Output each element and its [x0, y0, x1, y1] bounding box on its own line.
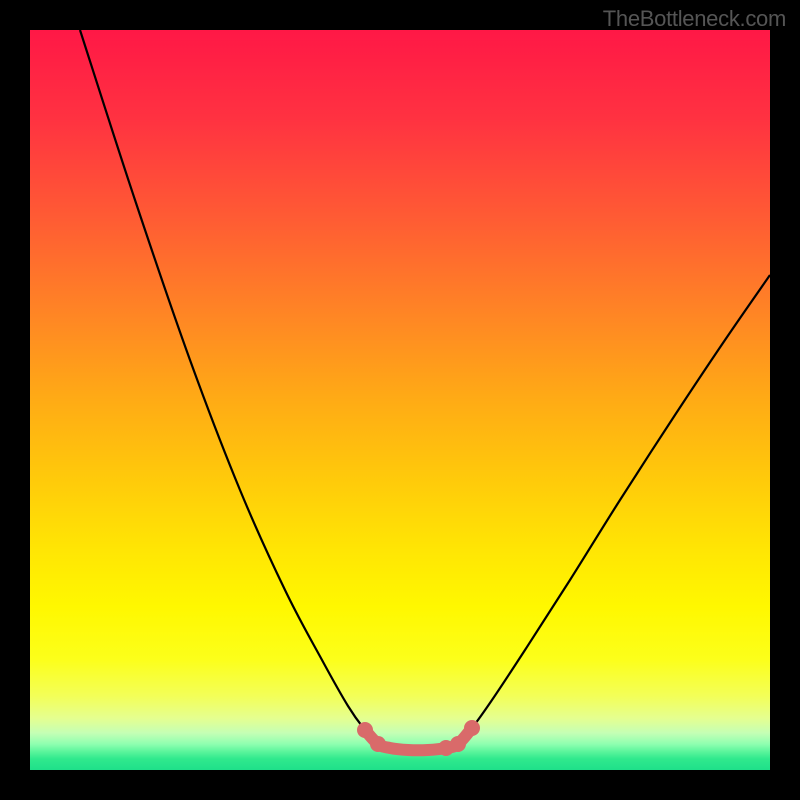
highlight-dot [450, 736, 466, 752]
highlight-dot [370, 736, 386, 752]
plot-area [30, 30, 770, 770]
watermark-text: TheBottleneck.com [603, 6, 786, 32]
highlight-dot [464, 720, 480, 736]
bottleneck-chart [30, 30, 770, 770]
gradient-background [30, 30, 770, 770]
highlight-dot [357, 722, 373, 738]
chart-container: TheBottleneck.com [0, 0, 800, 800]
